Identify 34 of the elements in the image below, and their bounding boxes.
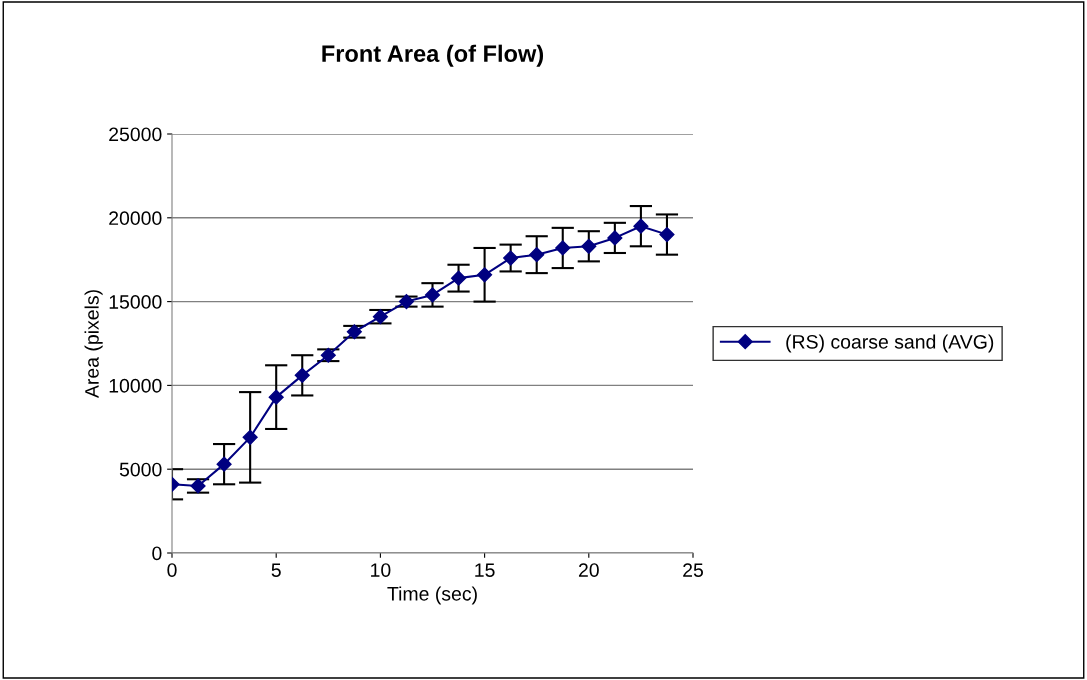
y-tick-label: 20000 (109, 211, 162, 226)
point (477, 267, 493, 283)
y-axis-title: Area (pixels) (84, 290, 103, 399)
point (633, 218, 649, 234)
x-axis-title: Time (sec) (387, 586, 477, 605)
x-tick-label: 10 (371, 563, 391, 577)
point (529, 247, 545, 263)
point (320, 347, 336, 363)
x-tick-label: 25 (683, 563, 703, 577)
point (424, 287, 441, 303)
y-tick-label: 25000 (109, 127, 162, 142)
point (294, 367, 310, 383)
x-tick-label: 5 (271, 563, 281, 577)
point (372, 309, 388, 325)
point (268, 389, 284, 405)
y-tick-label: 15000 (109, 295, 162, 309)
point (581, 238, 597, 254)
point (607, 230, 623, 246)
point (242, 429, 258, 445)
chart-title: Front Area (of Flow) (322, 44, 544, 67)
point (503, 250, 519, 266)
point (346, 324, 362, 340)
x-tick-label: 15 (475, 563, 495, 577)
y-tick-label: 5000 (119, 462, 162, 477)
point (216, 456, 232, 472)
point (659, 226, 675, 243)
y-tick-label: 0 (152, 546, 162, 561)
legend-label: (RS) coarse sand (AVG) (786, 334, 994, 353)
x-tick-label: 0 (167, 563, 177, 577)
point (555, 240, 571, 256)
point (190, 478, 206, 494)
y-tick-label: 10000 (109, 378, 162, 393)
x-tick-label: 20 (578, 563, 599, 577)
point (450, 270, 467, 286)
